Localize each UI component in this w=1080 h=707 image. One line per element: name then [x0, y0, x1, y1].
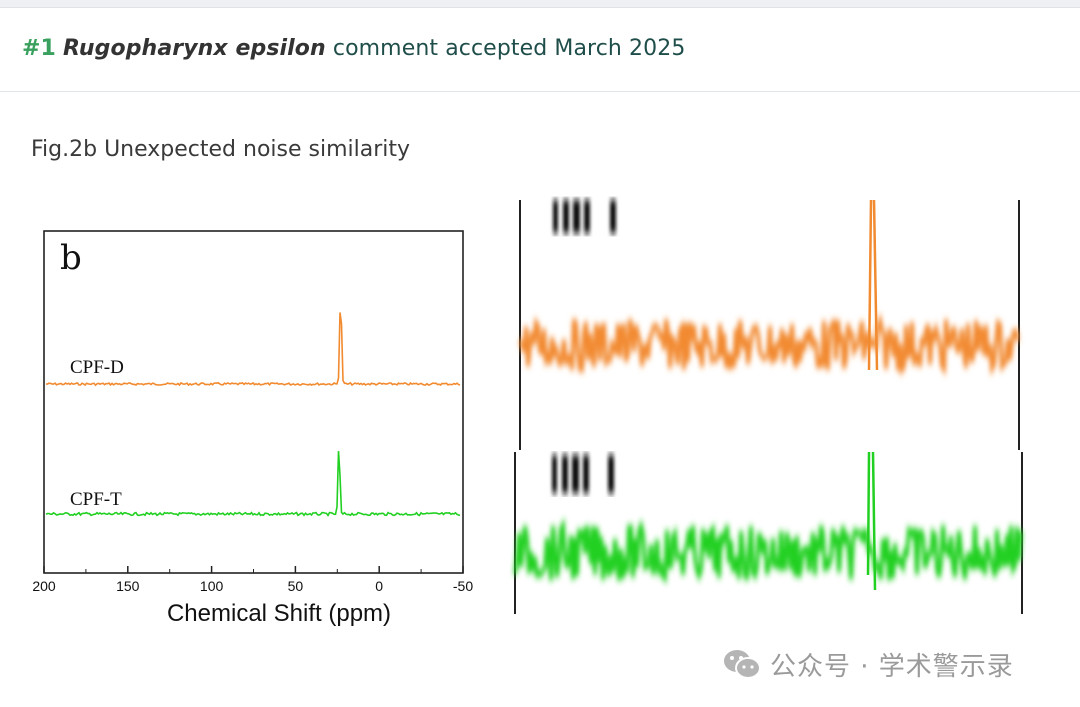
- x-axis-ticks: 200 150 100 50 0 -50: [32, 566, 473, 594]
- comment-header: #1 Rugopharynx epsilon comment accepted …: [0, 8, 1080, 92]
- cpf-d-zoomed-peak: [867, 199, 879, 371]
- x-tick-label: 200: [32, 578, 56, 594]
- cpf-d-spectrum-line: [45, 312, 461, 387]
- cpf-d-zoomed-noise: [518, 312, 1020, 377]
- x-tick-label: 150: [116, 578, 140, 594]
- wechat-icon: [724, 650, 761, 679]
- x-tick-label: 100: [200, 578, 224, 594]
- x-tick-label: 0: [375, 578, 383, 594]
- panel-letter: b: [60, 238, 82, 278]
- comment-status: comment accepted March 2025: [332, 36, 686, 61]
- species-name[interactable]: Rugopharynx epsilon: [63, 36, 326, 61]
- right-zoomed-spectra: [513, 199, 1023, 614]
- top-bar: [0, 0, 1080, 8]
- figure-caption: Fig.2b Unexpected noise similarity: [31, 137, 411, 162]
- comment-title: #1 Rugopharynx epsilon comment accepted …: [22, 36, 685, 61]
- comment-number[interactable]: #1: [22, 36, 56, 61]
- left-spectrum-panel: b CPF-D CPF-T 200 150 100 50 0 -50 Chemical S…: [32, 230, 473, 627]
- blurred-text-bottom: [552, 455, 614, 493]
- watermark-text: 公众号 · 学术警示录: [770, 651, 1014, 682]
- watermark: 公众号 · 学术警示录: [722, 646, 1014, 682]
- cpf-t-zoomed-peak: [866, 451, 877, 591]
- x-tick-label: -50: [453, 578, 473, 594]
- blurred-text-top: [553, 200, 616, 233]
- cpf-t-zoomed-noise: [513, 517, 1023, 584]
- x-tick-label: 50: [288, 578, 304, 594]
- x-axis-label: Chemical Shift (ppm): [167, 600, 391, 627]
- label-cpf-t: CPF-T: [70, 489, 122, 510]
- plot-frame: [43, 230, 464, 574]
- label-cpf-d: CPF-D: [70, 357, 124, 378]
- cpf-t-spectrum-line: [45, 451, 461, 517]
